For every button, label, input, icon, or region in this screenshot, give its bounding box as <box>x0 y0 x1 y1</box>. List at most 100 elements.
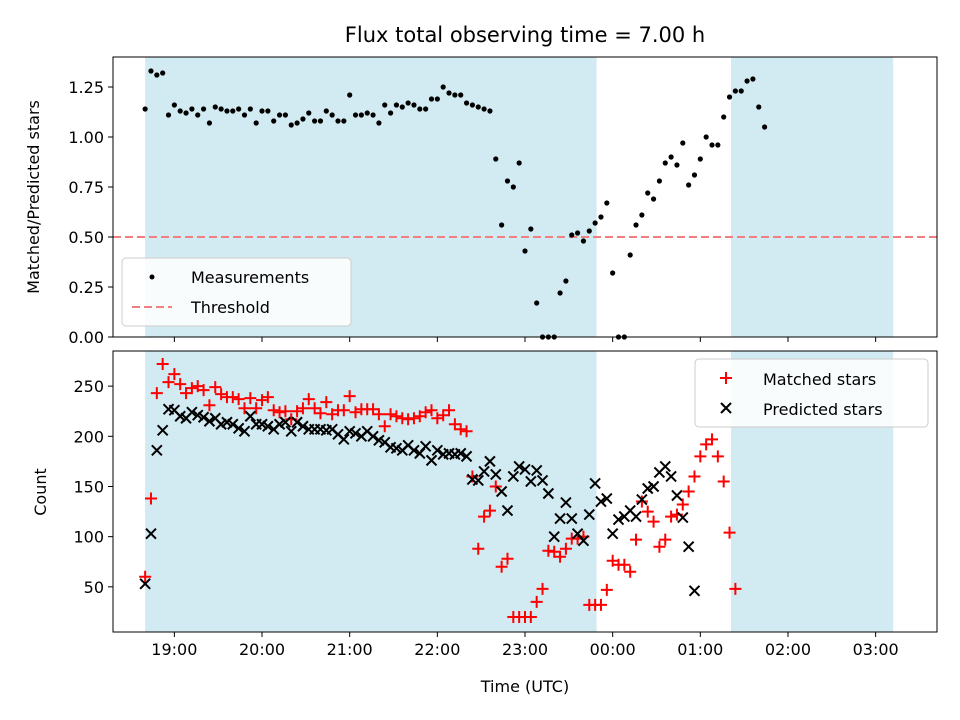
ratio-title: Flux total observing time = 7.00 h <box>345 23 705 47</box>
top-series0-point-77 <box>592 220 598 226</box>
bot-series1-point-77 <box>589 477 601 490</box>
bot-series0-point-60 <box>489 480 502 493</box>
top-series0-point-73 <box>569 232 575 238</box>
bot-series0-point-71 <box>554 550 567 563</box>
top-series0-point-85 <box>639 212 645 218</box>
x-tick-label-5: 00:00 <box>590 640 636 659</box>
bot-series0-point-85 <box>635 495 648 508</box>
top-series0-point-59 <box>487 108 493 114</box>
top-series0-point-46 <box>411 102 417 108</box>
top-series0-point-86 <box>645 190 651 196</box>
bot-series1-point-91 <box>671 489 683 502</box>
top-series0-point-58 <box>481 106 487 112</box>
bot-series0-point-78 <box>594 598 607 611</box>
top-series0-point-14 <box>224 108 230 114</box>
top-series0-point-96 <box>703 134 709 140</box>
top-series0-point-65 <box>522 248 528 254</box>
top-series0-point-44 <box>399 104 405 110</box>
bot-y-tick-label-3: 200 <box>73 427 104 446</box>
top-series0-point-30 <box>317 118 324 124</box>
bot-series0-point-93 <box>682 485 695 498</box>
top-series0-point-98 <box>715 142 721 148</box>
top-series0-point-101 <box>732 88 738 94</box>
top-series0-point-99 <box>721 114 727 120</box>
bot-series0-point-55 <box>460 425 473 438</box>
bot-series0-point-23 <box>273 406 286 419</box>
bot-series0-point-46 <box>407 412 420 425</box>
bot-series0-point-30 <box>314 407 327 420</box>
bot-series0-point-90 <box>665 510 678 523</box>
bot-series1-point-61 <box>495 485 508 498</box>
bot-series1-point-85 <box>636 493 648 506</box>
bot-series1-point-26 <box>291 416 303 428</box>
top-series0-point-50 <box>434 96 440 102</box>
top-series0-point-104 <box>750 76 756 82</box>
bot-series1-point-11 <box>203 415 216 427</box>
top-series0-point-28 <box>306 110 312 116</box>
bot-series0-point-61 <box>495 560 508 573</box>
bot-series1-point-64 <box>513 460 525 473</box>
top-series0-point-105 <box>756 104 762 110</box>
top-series0-point-7 <box>183 110 189 116</box>
bot-series0-point-35 <box>343 390 356 403</box>
legend-predicted-marker <box>720 402 732 414</box>
bot-series1-point-94 <box>688 585 701 597</box>
top-series0-point-1 <box>148 68 154 74</box>
top-series0-point-76 <box>586 228 592 234</box>
top-series0-point-71 <box>557 290 563 296</box>
ratio-panel: 0.00 0.25 0.50 0.75 1.00 1.25 Flux total obse… <box>24 23 938 347</box>
top-series0-point-23 <box>276 112 283 118</box>
bot-series0-point-68 <box>536 582 549 595</box>
top-series0-point-25 <box>288 122 294 128</box>
x-tick-label-8: 03:00 <box>853 640 899 659</box>
top-series0-point-102 <box>738 88 744 94</box>
bot-series1-point-71 <box>554 512 566 525</box>
top-series0-point-56 <box>469 102 476 108</box>
bot-series0-point-67 <box>530 595 543 608</box>
top-series0-point-95 <box>697 156 703 162</box>
top-series0-point-93 <box>686 182 692 188</box>
bot-series0-point-6 <box>174 378 187 391</box>
bot-series0-point-62 <box>501 552 514 565</box>
bot-series1-point-55 <box>460 450 473 463</box>
x-tick-label-4: 23:00 <box>502 640 548 659</box>
top-series0-point-19 <box>253 120 259 126</box>
counts-y-label: Count <box>31 468 50 516</box>
top-series0-point-16 <box>236 106 242 112</box>
bot-series0-point-22 <box>267 404 280 417</box>
top-series0-point-74 <box>574 230 581 236</box>
legend-threshold-label: Threshold <box>190 298 270 317</box>
bot-series0-point-94 <box>688 470 701 483</box>
top-series0-point-41 <box>382 102 388 108</box>
bot-series0-point-19 <box>250 402 263 415</box>
top-series0-point-103 <box>744 78 750 84</box>
top-series0-point-48 <box>423 106 429 112</box>
bot-series1-point-17 <box>238 425 251 437</box>
top-y-tick-label-2: 0.50 <box>68 228 104 247</box>
top-series0-point-21 <box>265 108 271 114</box>
bot-series0-point-96 <box>700 438 713 451</box>
bot-series0-point-28 <box>302 393 315 406</box>
top-series0-point-97 <box>709 142 715 148</box>
bot-y-tick-label-2: 150 <box>73 477 104 496</box>
ratio-y-label: Matched/Predicted stars <box>24 100 43 294</box>
top-y-tick-label-1: 0.25 <box>68 278 104 297</box>
top-series0-point-2 <box>154 72 160 78</box>
bot-series0-point-1 <box>144 492 157 505</box>
top-series0-point-49 <box>428 96 435 102</box>
bot-series0-point-82 <box>618 558 631 571</box>
counts-legend-box <box>694 358 929 428</box>
counts-panel: 19:00 20:00 21:00 22:00 23:00 00:00 01:00 02:00… <box>31 350 938 696</box>
bot-series1-point-1 <box>145 527 157 540</box>
bot-series0-point-51 <box>437 409 450 422</box>
bot-series0-point-29 <box>308 402 321 415</box>
top-series0-point-84 <box>633 222 639 228</box>
top-y-tick-label-3: 0.75 <box>68 178 104 197</box>
bot-series0-point-0 <box>139 570 152 583</box>
bot-series0-point-52 <box>443 404 456 417</box>
bot-series1-point-16 <box>232 422 245 434</box>
bot-series0-point-18 <box>244 392 257 405</box>
top-y-tick-label-5: 1.25 <box>68 78 104 97</box>
top-y-tick-label-4: 1.00 <box>68 128 104 147</box>
bot-series1-point-46 <box>408 444 420 457</box>
